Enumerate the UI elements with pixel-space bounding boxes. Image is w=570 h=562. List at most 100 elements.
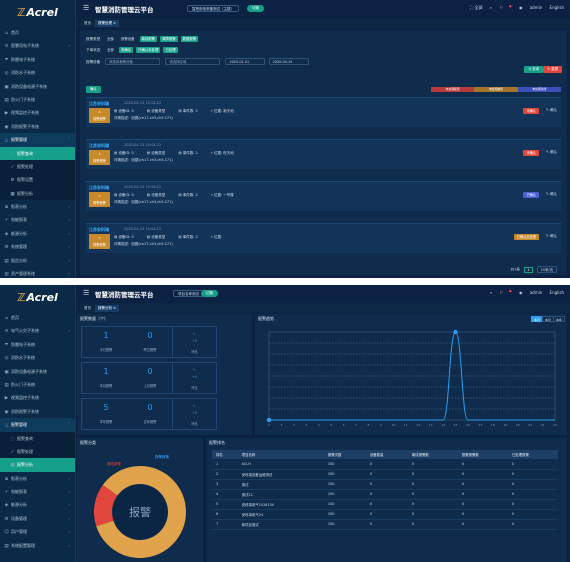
sidebar-item[interactable]: ◌ 报警查询 xyxy=(0,146,75,160)
date-to-input[interactable]: 2020-04-15 xyxy=(268,58,309,65)
legend-unhandled-offline: 未处理离线 xyxy=(517,87,561,92)
bell-icon[interactable]: ⌕ xyxy=(489,290,493,296)
sidebar-item-label: 防雷电子系统 xyxy=(11,341,35,347)
sidebar-item[interactable]: ▤ 防火门子系统 xyxy=(0,93,75,106)
filter-chip[interactable]: 未确认 xyxy=(118,47,134,53)
device-filter: 报警设备 请选择报警设备 请选择区域 2020-01-01 2020-04-15 xyxy=(86,58,309,65)
bell-icon[interactable]: ⌕ xyxy=(489,5,493,11)
user-avatar-icon[interactable]: ◉ xyxy=(518,5,523,11)
top-header: ☰ 智慧消防管理云平台 智慧用电采集测试（主楼） 切换 ⛶ 全屏 ⌕ ⚐ ● ◉ … xyxy=(77,0,570,17)
x-tick-label: 11 xyxy=(404,423,408,427)
sidebar-item[interactable]: ✓ 报警处理 xyxy=(0,159,75,174)
tab-alarm-analysis[interactable]: 报警分析 × xyxy=(95,305,120,312)
tab-home[interactable]: 首页 xyxy=(84,21,91,25)
menu-toggle-icon[interactable]: ☰ xyxy=(83,289,90,297)
language-switch[interactable]: English xyxy=(549,5,564,11)
sidebar-item[interactable]: ▤ 防火门子系统 xyxy=(0,378,75,391)
sidebar-item[interactable]: ▥ 资产管理系统 › xyxy=(0,267,75,278)
filter-chip[interactable]: 离线报警 xyxy=(139,36,158,42)
filter-chip[interactable]: 已确认未处理 xyxy=(136,47,161,53)
sidebar-item[interactable]: ⌂ 首页 xyxy=(0,26,75,39)
username[interactable]: admin xyxy=(529,5,543,11)
filter-chip[interactable]: 报警设备 xyxy=(120,37,135,41)
filter-chip[interactable]: 已处理 xyxy=(163,47,178,53)
stat-ratio-down: +0 xyxy=(192,339,197,343)
project-select[interactable]: 项目名称测试 xyxy=(173,290,204,297)
sidebar-item[interactable]: ⚡ 电能报表 › xyxy=(0,213,75,226)
sidebar-item[interactable]: ⚙ 系统管理 › xyxy=(0,240,75,253)
sidebar-item[interactable]: ◈ 能源分析 › xyxy=(0,498,75,511)
date-from-input[interactable]: 2020-01-01 xyxy=(225,58,266,65)
tab-home[interactable]: 首页 xyxy=(84,306,91,310)
project-select[interactable]: 智慧用电采集测试（主楼） xyxy=(187,5,239,12)
sidebar-item[interactable]: ◉ 消防报警子系统 xyxy=(0,120,75,133)
stat-previous-value: 0 xyxy=(147,403,153,412)
donut-slice[interactable] xyxy=(96,466,186,558)
pager-page[interactable]: 1 xyxy=(524,266,533,273)
confirm-link[interactable]: ✎ 确认 xyxy=(545,192,557,196)
confirm-link[interactable]: ✎ 确认 xyxy=(545,150,557,154)
sidebar-item[interactable]: ▦ 报警分析 xyxy=(0,458,75,472)
sidebar-item[interactable]: ✓ 报警处理 xyxy=(0,444,75,459)
sidebar-item[interactable]: △ 报警管理 ˇ xyxy=(0,418,75,432)
sidebar-item[interactable]: ☂ 防雷电子系统 xyxy=(0,53,75,66)
pager-size-select[interactable]: 10条/页 xyxy=(536,266,557,273)
username[interactable]: admin xyxy=(529,290,543,296)
reset-button[interactable]: ↻ 重置 xyxy=(543,66,562,73)
sidebar-item[interactable]: ▶ 视频监控子系统 xyxy=(0,106,75,119)
sidebar-item[interactable]: ≋ 智慧用电子系统 › xyxy=(0,39,75,52)
filter-chip[interactable]: 故障报警 xyxy=(160,36,178,42)
sidebar-item[interactable]: ≋ 电气火灾子系统 › xyxy=(0,324,75,337)
query-button[interactable]: Q 查询 xyxy=(524,66,543,73)
notification-icon[interactable]: ⚐ ● xyxy=(499,4,512,11)
sidebar-item[interactable]: ☂ 防雷电子系统 xyxy=(0,338,75,351)
switch-project-button[interactable]: 切换 xyxy=(247,5,264,12)
switch-project-button[interactable]: 切换 xyxy=(201,290,218,297)
sidebar-item[interactable]: ▶ 视频监控子系统 xyxy=(0,391,75,404)
x-tick-label: 16 xyxy=(466,423,470,427)
sidebar-item[interactable]: ≣ 报表分析 › xyxy=(0,472,75,485)
tab-alarm-handling[interactable]: 报警处理 × xyxy=(95,20,120,27)
language-switch[interactable]: English xyxy=(549,290,564,296)
sidebar-item[interactable]: ⌂ 首页 xyxy=(0,311,75,324)
sidebar-item[interactable]: ▣ 消防设备电源子系统 xyxy=(0,365,75,378)
range-year-button[interactable]: 本年 xyxy=(552,316,565,322)
sidebar-item[interactable]: ▤ 报告分析 › xyxy=(0,254,75,267)
menu-toggle-icon[interactable]: ☰ xyxy=(83,4,90,12)
sidebar: ℤAcrel ⌂ 首页 ≋ 智慧用电子系统 › ☂ 防雷电子系统 ◎ 消防水子系统 ▣ 消防设备电源… xyxy=(0,0,76,278)
sidebar-item-icon: ▣ xyxy=(4,84,9,90)
sidebar-item[interactable]: ☺ 用户管理 › xyxy=(0,525,75,538)
chevron-icon: ˇ xyxy=(68,422,70,428)
confirm-link[interactable]: ✎ 确认 xyxy=(545,234,557,238)
sidebar-item-label: 电能报表 xyxy=(11,217,27,223)
sidebar-item[interactable]: ▦ 报警分析 xyxy=(0,186,75,201)
confirm-link[interactable]: ✎ 确认 xyxy=(545,108,557,112)
alarm-rank-table: 排名 项目名称 报警次数 设备数量 离线报警数 报警报警数 已处理报警 1 ACLH 100 0 0 0… xyxy=(212,450,558,530)
donut-slice[interactable] xyxy=(94,484,118,527)
sidebar-item[interactable]: △ 报警管理 ˇ xyxy=(0,133,75,147)
batch-confirm-button[interactable]: 确认 xyxy=(86,86,101,93)
sidebar-item[interactable]: ▣ 消防设备电源子系统 xyxy=(0,80,75,93)
fullscreen-toggle[interactable]: ⛶ 全屏 xyxy=(470,5,483,11)
user-avatar-icon[interactable]: ◉ xyxy=(518,290,523,296)
sidebar-item[interactable]: ⚙ 设备管理 › xyxy=(0,512,75,525)
sidebar-item[interactable]: ◈ 能源分析 › xyxy=(0,227,75,240)
sidebar-item[interactable]: ◉ 消防报警子系统 xyxy=(0,405,75,418)
sidebar-item[interactable]: ⚙ 报警设置 xyxy=(0,173,75,187)
device-select[interactable]: 请选择报警设备 xyxy=(105,58,161,65)
sidebar-item-icon: ✓ xyxy=(10,164,15,170)
sidebar-item-icon: ≋ xyxy=(4,44,9,50)
region-select[interactable]: 请选择区域 xyxy=(165,58,221,65)
sidebar-item[interactable]: ◎ 消防水子系统 xyxy=(0,66,75,79)
sidebar-item[interactable]: ◎ 消防水子系统 xyxy=(0,351,75,364)
filter-chip[interactable]: 数据报警 xyxy=(180,36,199,42)
sidebar-item[interactable]: ▤ 系统配置管理 › xyxy=(0,539,75,552)
filter-chip[interactable]: 全部 xyxy=(107,37,114,41)
stat-ratio: ↑- +0 环比 xyxy=(172,363,216,393)
sidebar-item[interactable]: ≣ 报表分析 › xyxy=(0,200,75,213)
sidebar-item[interactable]: ◌ 报警查询 xyxy=(0,431,75,445)
notification-icon[interactable]: ⚐ ● xyxy=(499,289,512,296)
filter-chip[interactable]: 全部 xyxy=(107,48,114,52)
sidebar-item[interactable]: ⚡ 电能报表 › xyxy=(0,485,75,498)
